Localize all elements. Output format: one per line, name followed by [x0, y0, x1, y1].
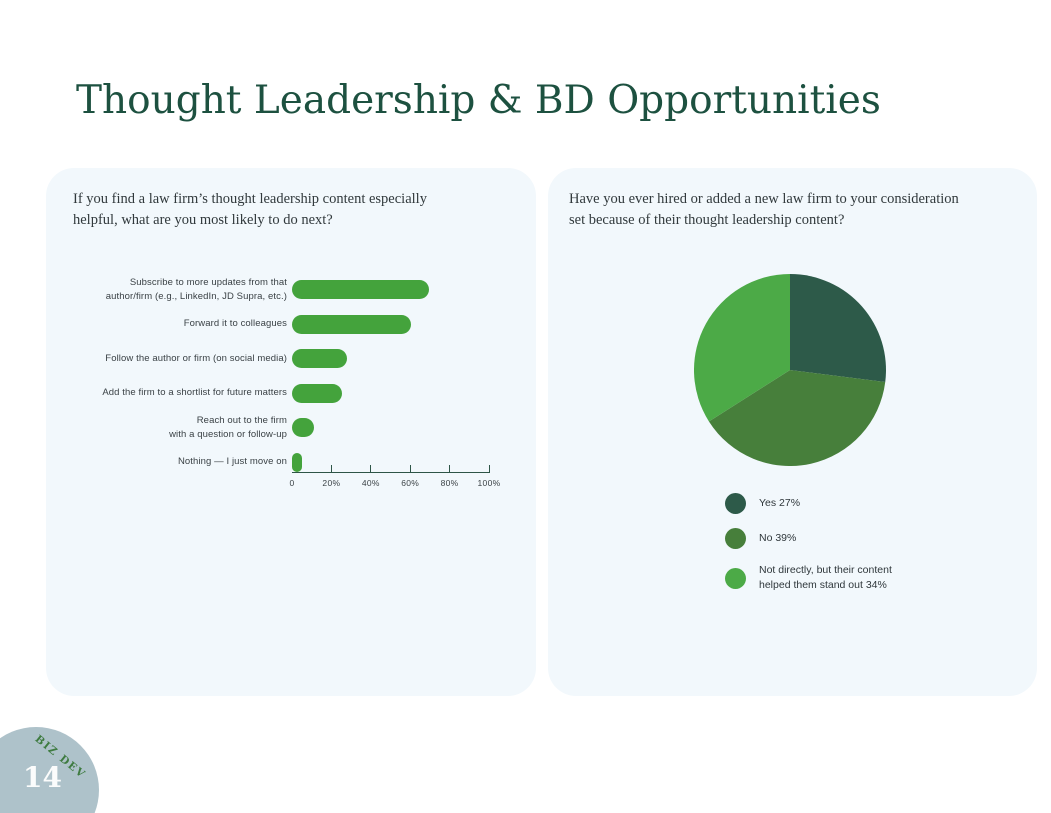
- bar: [292, 280, 429, 299]
- pie-chart: [694, 274, 886, 466]
- bar-row: Nothing — I just move on: [73, 452, 490, 472]
- page-title: Thought Leadership & BD Opportunities: [76, 78, 881, 123]
- x-axis-tick: [409, 465, 411, 473]
- x-axis-line: [292, 472, 490, 473]
- bar: [292, 314, 411, 334]
- bar-chart: Subscribe to more updates from that auth…: [73, 277, 490, 472]
- x-axis-tick: [370, 465, 372, 473]
- legend-item: No 39%: [725, 528, 892, 549]
- bar-category-label: Add the firm to a shortlist for future m…: [102, 387, 287, 399]
- bar-category-label: Reach out to the firm with a question or…: [169, 415, 287, 440]
- x-axis-tick-label: 100%: [477, 478, 501, 488]
- bar-row: Forward it to colleagues: [73, 314, 490, 334]
- bar-row: Reach out to the firm with a question or…: [73, 415, 490, 440]
- bar-track: [292, 280, 490, 299]
- bar-chart-question: If you find a law firm’s thought leaders…: [73, 191, 427, 228]
- x-axis-tick-label: 40%: [361, 478, 380, 488]
- bar-track: [292, 383, 490, 403]
- x-axis-tick-label: 80%: [440, 478, 459, 488]
- bar: [292, 349, 348, 368]
- legend-swatch: [725, 493, 746, 514]
- bar-track: [292, 418, 490, 437]
- bar: [292, 452, 302, 472]
- legend-label: Not directly, but their content helped t…: [759, 564, 892, 591]
- x-axis-tick: [330, 465, 332, 473]
- bar-chart-x-axis: 0 20% 40% 60% 80% 100%: [289, 465, 500, 488]
- bar: [292, 383, 342, 403]
- bar-category-label: Follow the author or firm (on social med…: [105, 352, 287, 364]
- x-axis-tick: [488, 465, 490, 473]
- bar: [292, 418, 314, 437]
- bar-track: [292, 452, 490, 472]
- bar-row: Add the firm to a shortlist for future m…: [73, 383, 490, 403]
- bar-category-label: Forward it to colleagues: [183, 318, 287, 330]
- legend-label: No 39%: [759, 532, 797, 544]
- pie-chart-panel: Have you ever hired or added a new law f…: [548, 168, 1037, 696]
- legend-item: Yes 27%: [725, 493, 892, 514]
- legend-label: Yes 27%: [759, 497, 801, 509]
- bar-track: [292, 314, 490, 334]
- bar-category-label: Nothing — I just move on: [177, 456, 287, 468]
- bar-row: Subscribe to more updates from that auth…: [73, 277, 490, 302]
- pie-slice: [790, 274, 886, 383]
- pie-slice: [708, 370, 886, 466]
- x-axis-tick-label: 60%: [401, 478, 420, 488]
- bar-chart-panel: If you find a law firm’s thought leaders…: [46, 168, 536, 696]
- page-number: 14: [23, 761, 62, 794]
- pie-slice: [694, 274, 790, 422]
- x-axis-tick-label: 20%: [322, 478, 341, 488]
- x-axis-tick-label: 0: [289, 478, 295, 488]
- x-axis-tick: [449, 465, 451, 473]
- legend-swatch: [725, 567, 746, 589]
- legend-swatch: [725, 528, 746, 549]
- pie-chart-question: Have you ever hired or added a new law f…: [569, 191, 959, 228]
- bar-track: [292, 349, 490, 368]
- legend-item: Not directly, but their content helped t…: [725, 563, 892, 593]
- pie-legend: Yes 27% No 39% Not directly, but their con…: [725, 493, 892, 593]
- bar-row: Follow the author or firm (on social med…: [73, 349, 490, 368]
- bar-category-label: Subscribe to more updates from that auth…: [105, 277, 287, 302]
